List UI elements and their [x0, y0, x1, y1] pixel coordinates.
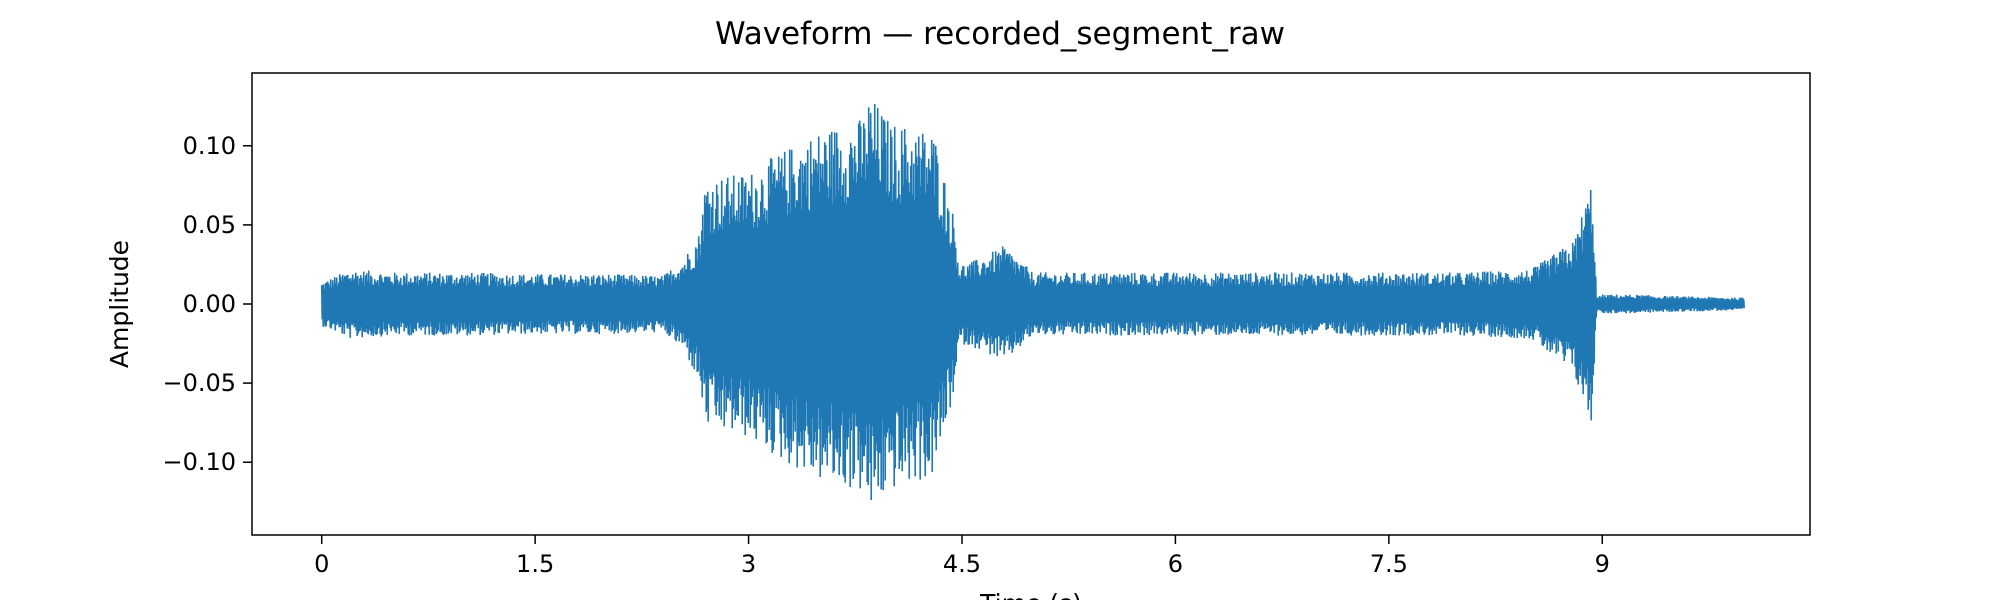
x-tick-label: 4.5 [943, 550, 981, 578]
waveform-series-line-0 [320, 103, 1746, 501]
x-tick-label: 3 [741, 550, 756, 578]
plot-area [320, 103, 1746, 501]
x-tick-label: 0 [314, 550, 329, 578]
x-tick-label: 7.5 [1370, 550, 1408, 578]
y-tick-label: 0.00 [183, 290, 236, 318]
y-axis: 0.10 0.05 0.00 −0.05 −0.10 [162, 132, 252, 476]
y-tick-label: −0.05 [162, 369, 236, 397]
y-tick-label: 0.10 [183, 132, 236, 160]
x-tick-label: 1.5 [516, 550, 554, 578]
y-tick-label: −0.10 [162, 448, 236, 476]
y-tick-label: 0.05 [183, 211, 236, 239]
chart-title: Waveform — recorded_segment_raw [715, 16, 1285, 52]
y-axis-title: Amplitude [105, 240, 134, 368]
x-tick-label: 9 [1595, 550, 1610, 578]
x-axis: 0 1.5 3 4.5 6 7.5 9 [314, 535, 1610, 578]
x-tick-label: 6 [1168, 550, 1183, 578]
x-axis-title: Time (s) [979, 589, 1082, 600]
